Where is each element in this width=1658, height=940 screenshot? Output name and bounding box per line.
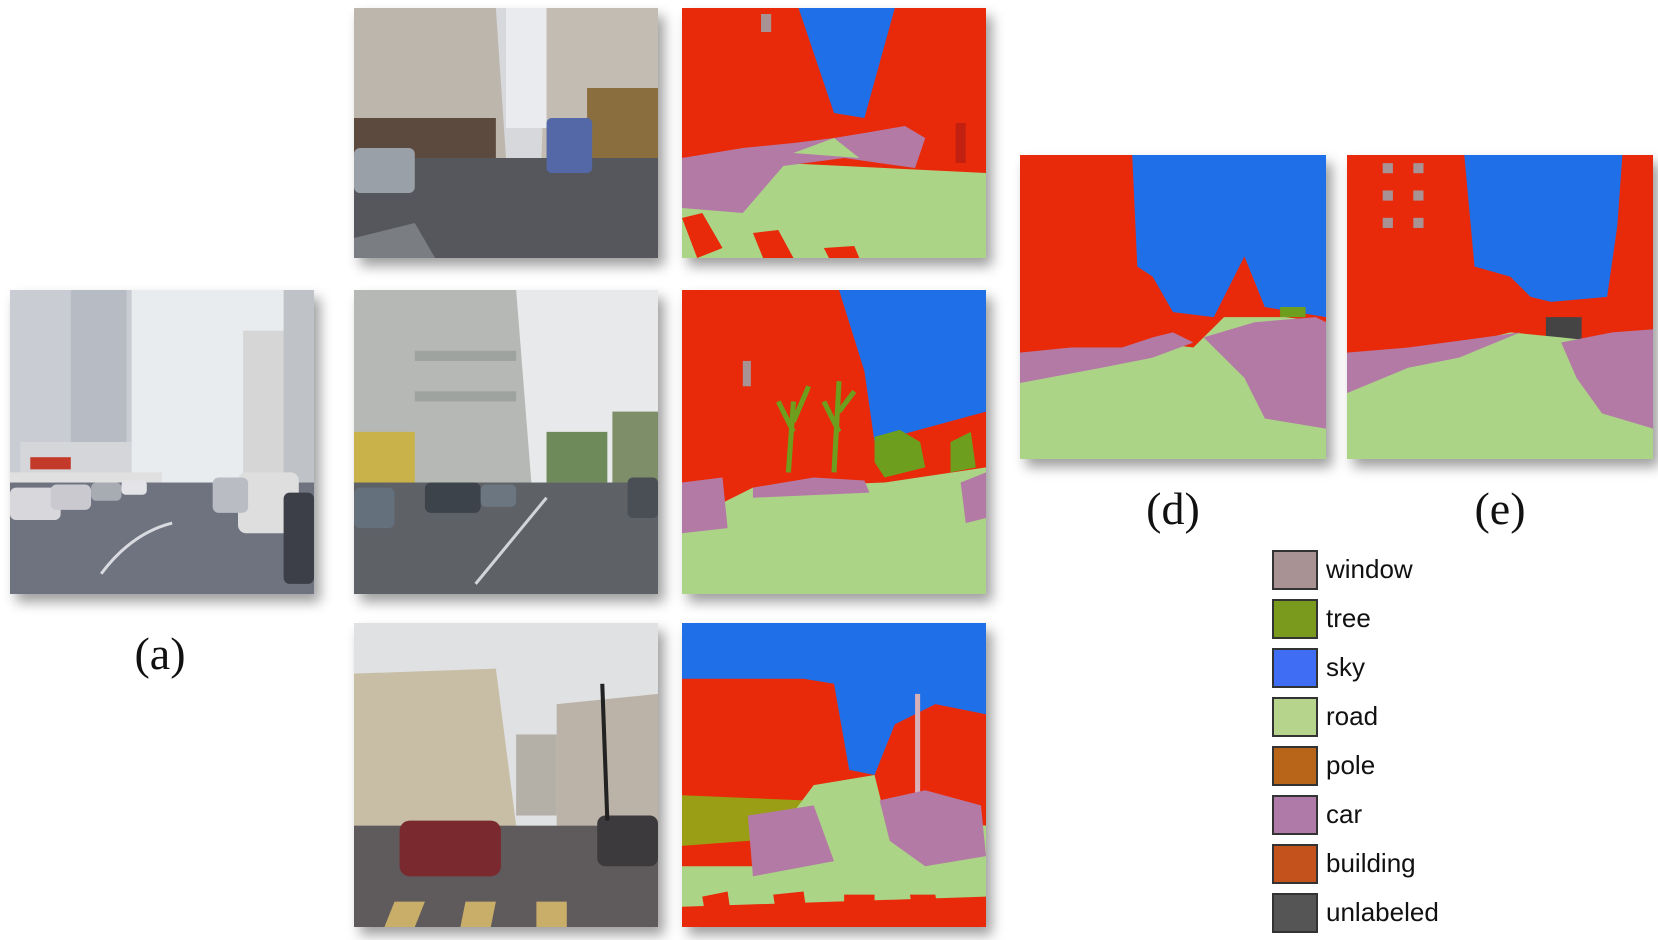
legend-swatch-pole <box>1272 746 1318 786</box>
legend-swatch-window <box>1272 550 1318 590</box>
legend-label: window <box>1326 554 1413 584</box>
legend-swatch-road <box>1272 697 1318 737</box>
caption-e: (e) <box>1474 483 1526 534</box>
retrieved-photo-1 <box>354 8 658 258</box>
legend-swatch-unlabeled <box>1272 893 1318 933</box>
retrieved-photo-3 <box>354 623 658 927</box>
legend-label: unlabeled <box>1326 897 1439 927</box>
segmentation-map-3 <box>682 623 986 927</box>
caption-d: (d) <box>1146 483 1200 534</box>
legend-label: tree <box>1326 603 1371 633</box>
legend-label: building <box>1326 848 1416 878</box>
query-photo-a <box>10 290 314 594</box>
segmentation-result-d <box>1020 155 1326 459</box>
legend-label: road <box>1326 701 1379 731</box>
caption-a: (a) <box>134 628 186 679</box>
retrieved-photo-2 <box>354 290 658 594</box>
legend-label: pole <box>1326 750 1376 780</box>
legend-swatch-building <box>1272 844 1318 884</box>
legend-swatch-tree <box>1272 599 1318 639</box>
legend-label: car <box>1326 799 1363 829</box>
legend-label: sky <box>1326 652 1365 682</box>
segmentation-map-2 <box>682 290 986 594</box>
legend-swatch-car <box>1272 795 1318 835</box>
legend-swatch-sky <box>1272 648 1318 688</box>
segmentation-result-e <box>1347 155 1653 459</box>
segmentation-map-1 <box>682 8 986 258</box>
